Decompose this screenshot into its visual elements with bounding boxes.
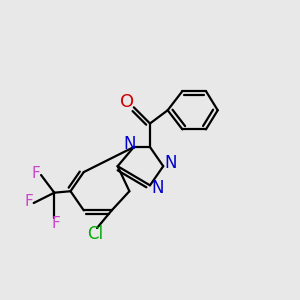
Text: N: N [151, 179, 164, 197]
Text: Cl: Cl [88, 225, 103, 243]
Text: O: O [120, 93, 134, 111]
Text: F: F [51, 215, 60, 230]
Text: F: F [24, 194, 33, 209]
Text: N: N [164, 154, 177, 172]
Text: N: N [123, 134, 136, 152]
Text: F: F [32, 166, 40, 181]
